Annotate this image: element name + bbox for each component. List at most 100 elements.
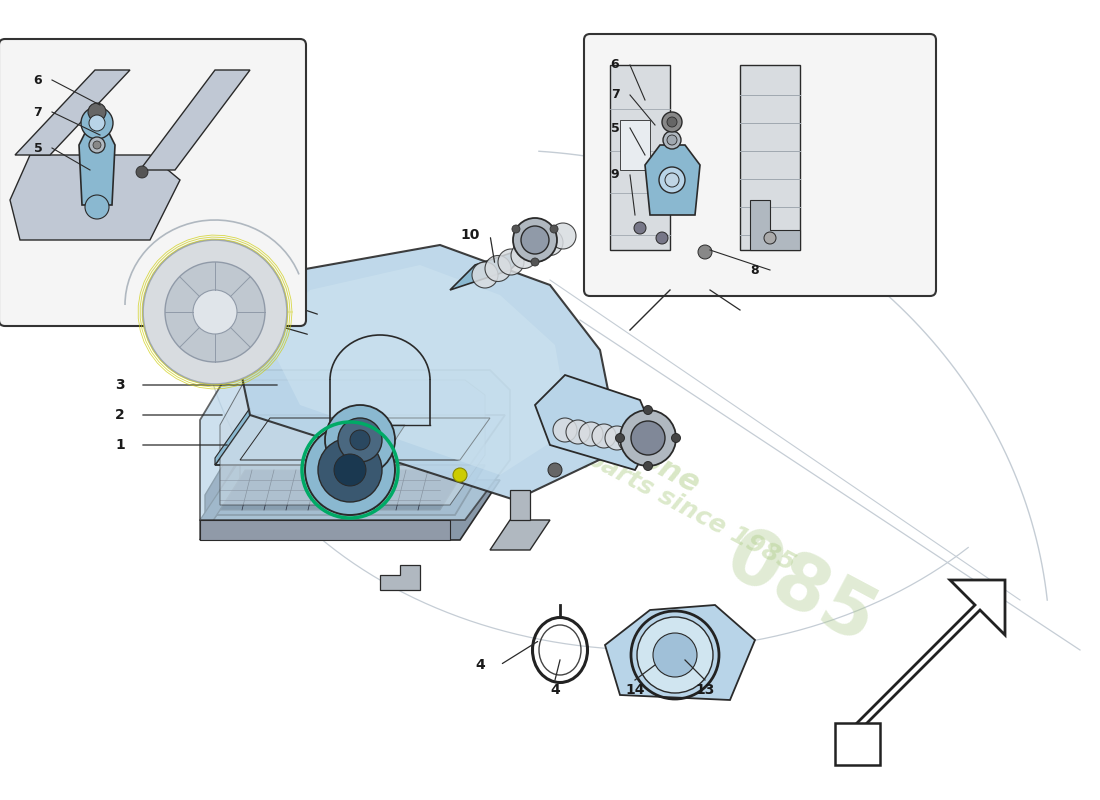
Circle shape <box>89 137 104 153</box>
Polygon shape <box>214 408 250 465</box>
Circle shape <box>605 426 629 450</box>
Polygon shape <box>200 480 500 540</box>
Circle shape <box>524 236 550 262</box>
Circle shape <box>81 107 113 139</box>
Text: 7: 7 <box>34 106 43 118</box>
Text: passione: passione <box>556 402 704 498</box>
Polygon shape <box>610 65 670 250</box>
Circle shape <box>631 421 666 455</box>
Polygon shape <box>15 70 130 155</box>
Circle shape <box>592 424 616 448</box>
Circle shape <box>143 240 287 384</box>
Text: 6: 6 <box>34 74 42 86</box>
Circle shape <box>618 428 642 452</box>
Circle shape <box>663 131 681 149</box>
Circle shape <box>94 141 101 149</box>
Text: 10: 10 <box>460 228 480 242</box>
Text: 1: 1 <box>116 438 125 452</box>
Circle shape <box>550 225 558 233</box>
Circle shape <box>653 633 697 677</box>
Circle shape <box>531 258 539 266</box>
FancyBboxPatch shape <box>0 39 306 326</box>
Text: 7: 7 <box>610 89 619 102</box>
Circle shape <box>698 245 712 259</box>
Circle shape <box>553 418 578 442</box>
Circle shape <box>671 434 681 442</box>
Circle shape <box>579 422 603 446</box>
Circle shape <box>521 226 549 254</box>
Polygon shape <box>200 370 510 520</box>
Polygon shape <box>845 580 1005 740</box>
Polygon shape <box>379 565 420 590</box>
Circle shape <box>513 218 557 262</box>
Circle shape <box>667 135 676 145</box>
Text: 13: 13 <box>695 683 715 697</box>
Text: 14: 14 <box>625 683 645 697</box>
Circle shape <box>472 262 498 288</box>
Circle shape <box>305 425 395 515</box>
Polygon shape <box>740 65 800 250</box>
Polygon shape <box>140 70 250 170</box>
Circle shape <box>192 290 236 334</box>
Polygon shape <box>510 490 530 520</box>
Bar <box>835 723 880 765</box>
Circle shape <box>637 617 713 693</box>
Circle shape <box>485 255 512 282</box>
Circle shape <box>350 430 370 450</box>
Text: 11: 11 <box>141 258 160 272</box>
Circle shape <box>334 454 366 486</box>
Circle shape <box>634 222 646 234</box>
Circle shape <box>620 410 676 466</box>
Circle shape <box>550 223 576 249</box>
Polygon shape <box>645 145 700 215</box>
Circle shape <box>512 242 537 269</box>
Polygon shape <box>490 520 550 550</box>
Circle shape <box>88 103 106 121</box>
Text: 12: 12 <box>141 288 160 302</box>
Polygon shape <box>750 200 800 250</box>
Polygon shape <box>200 460 240 540</box>
Circle shape <box>89 115 104 131</box>
Text: 9: 9 <box>610 169 619 182</box>
Circle shape <box>616 434 625 442</box>
Circle shape <box>666 173 679 187</box>
Text: 5: 5 <box>610 122 619 134</box>
Text: 2: 2 <box>116 408 125 422</box>
Circle shape <box>85 195 109 219</box>
Circle shape <box>656 232 668 244</box>
Text: 4: 4 <box>550 683 560 697</box>
Polygon shape <box>605 605 755 700</box>
Circle shape <box>165 262 265 362</box>
Polygon shape <box>214 415 505 465</box>
Circle shape <box>659 167 685 193</box>
Text: 085: 085 <box>712 520 888 660</box>
Circle shape <box>566 420 590 444</box>
Circle shape <box>548 463 562 477</box>
Polygon shape <box>10 155 180 240</box>
Text: 4: 4 <box>475 658 485 672</box>
Circle shape <box>498 249 524 275</box>
Text: parts since 1985: parts since 1985 <box>581 445 799 575</box>
Circle shape <box>537 230 563 255</box>
Circle shape <box>136 166 149 178</box>
Polygon shape <box>450 245 535 290</box>
Text: 3: 3 <box>116 378 124 392</box>
Circle shape <box>644 406 652 414</box>
Polygon shape <box>79 125 116 205</box>
Circle shape <box>644 462 652 470</box>
Polygon shape <box>205 445 235 515</box>
Text: 5: 5 <box>34 142 43 154</box>
Text: 6: 6 <box>610 58 619 71</box>
Text: 8: 8 <box>750 263 759 277</box>
Circle shape <box>324 405 395 475</box>
Circle shape <box>764 232 776 244</box>
Polygon shape <box>265 265 570 475</box>
Polygon shape <box>220 380 485 505</box>
Polygon shape <box>205 465 485 515</box>
Circle shape <box>667 117 676 127</box>
Polygon shape <box>230 245 620 500</box>
FancyBboxPatch shape <box>584 34 936 296</box>
Circle shape <box>453 468 468 482</box>
Bar <box>620 120 650 170</box>
Polygon shape <box>535 375 654 470</box>
